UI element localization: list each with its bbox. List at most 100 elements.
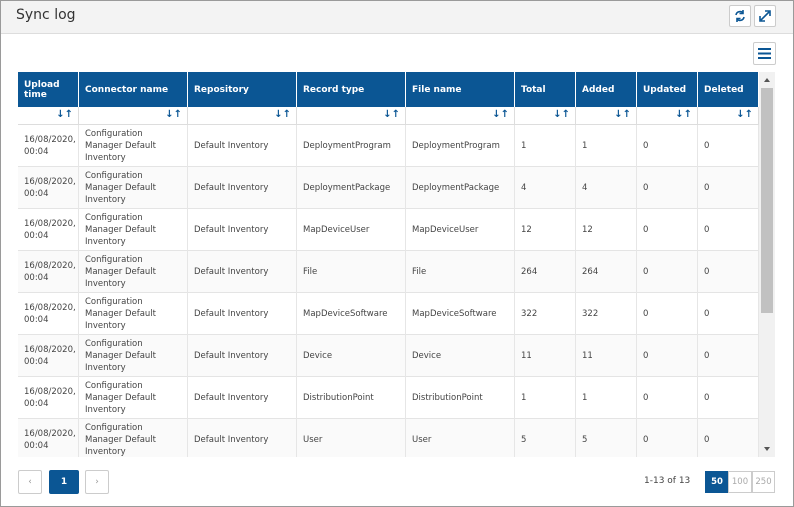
cell-text: 0 bbox=[704, 309, 710, 319]
table-cell: 0 bbox=[698, 251, 759, 293]
page-size-button[interactable]: 100 bbox=[728, 471, 752, 493]
page-size-button[interactable]: 250 bbox=[752, 471, 775, 493]
expand-icon bbox=[759, 10, 771, 22]
column-filter[interactable]: ↓↑ bbox=[79, 107, 188, 125]
cell-text: 0 bbox=[704, 435, 710, 445]
table-cell: 11 bbox=[576, 335, 637, 377]
table-row[interactable]: 16/08/2020, 00:04 Configuration Manager D… bbox=[18, 419, 759, 457]
table-cell: 0 bbox=[698, 293, 759, 335]
scrollbar[interactable] bbox=[759, 72, 775, 457]
expand-button[interactable] bbox=[754, 5, 776, 27]
table-cell: Configuration Manager Default Inventory bbox=[79, 293, 188, 335]
table-cell: Default Inventory bbox=[188, 335, 297, 377]
table-cell: MapDeviceUser bbox=[406, 209, 515, 251]
table-row[interactable]: 16/08/2020, 00:04 Configuration Manager D… bbox=[18, 377, 759, 419]
table-cell: 0 bbox=[698, 335, 759, 377]
cell-text: 322 bbox=[582, 309, 599, 319]
table-row[interactable]: 16/08/2020, 00:04 Configuration Manager D… bbox=[18, 251, 759, 293]
table-cell: File bbox=[297, 251, 406, 293]
column-header[interactable]: Connector name bbox=[79, 72, 188, 107]
next-page-button[interactable]: › bbox=[85, 470, 109, 494]
column-header[interactable]: Record type bbox=[297, 72, 406, 107]
cell-text: 0 bbox=[643, 183, 649, 193]
table-cell: 0 bbox=[637, 377, 698, 419]
table-row[interactable]: 16/08/2020, 00:04 Configuration Manager D… bbox=[18, 209, 759, 251]
table-cell: Configuration Manager Default Inventory bbox=[79, 335, 188, 377]
cell-text: 0 bbox=[643, 225, 649, 235]
page-summary: 1-13 of 13 bbox=[644, 476, 691, 486]
table-cell: 0 bbox=[637, 293, 698, 335]
column-filter[interactable]: ↓↑ bbox=[18, 107, 79, 125]
sort-icon[interactable]: ↓↑ bbox=[614, 109, 631, 120]
cell-text: 1 bbox=[521, 393, 527, 403]
sort-icon[interactable]: ↓↑ bbox=[383, 109, 400, 120]
page-button[interactable]: 1 bbox=[49, 470, 79, 494]
cell-text: 0 bbox=[643, 435, 649, 445]
column-header[interactable]: Repository bbox=[188, 72, 297, 107]
cell-text: 1 bbox=[521, 141, 527, 151]
column-filter[interactable]: ↓↑ bbox=[637, 107, 698, 125]
column-header[interactable]: Total bbox=[515, 72, 576, 107]
column-header[interactable]: Added bbox=[576, 72, 637, 107]
table-cell: 5 bbox=[576, 419, 637, 457]
table-cell: 16/08/2020, 00:04 bbox=[18, 377, 79, 419]
page-size-button[interactable]: 50 bbox=[705, 471, 729, 493]
column-filter[interactable]: ↓↑ bbox=[188, 107, 297, 125]
cell-text: 16/08/2020, 00:04 bbox=[24, 303, 76, 325]
column-menu-button[interactable] bbox=[753, 42, 776, 65]
cell-text: 0 bbox=[643, 309, 649, 319]
table-row[interactable]: 16/08/2020, 00:04 Configuration Manager D… bbox=[18, 125, 759, 167]
cell-text: 11 bbox=[521, 351, 532, 361]
sort-icon[interactable]: ↓↑ bbox=[553, 109, 570, 120]
cell-text: 0 bbox=[704, 225, 710, 235]
cell-text: Default Inventory bbox=[194, 309, 269, 319]
sort-icon[interactable]: ↓↑ bbox=[492, 109, 509, 120]
cell-text: 0 bbox=[704, 183, 710, 193]
cell-text: MapDeviceSoftware bbox=[303, 309, 388, 319]
column-filter[interactable]: ↓↑ bbox=[406, 107, 515, 125]
cell-text: 4 bbox=[582, 183, 588, 193]
table-row[interactable]: 16/08/2020, 00:04 Configuration Manager D… bbox=[18, 167, 759, 209]
table-cell: DistributionPoint bbox=[297, 377, 406, 419]
scrollbar-thumb[interactable] bbox=[761, 88, 773, 313]
table-cell: Default Inventory bbox=[188, 125, 297, 167]
column-filter[interactable]: ↓↑ bbox=[576, 107, 637, 125]
column-header[interactable]: Updated bbox=[637, 72, 698, 107]
cell-text: DistributionPoint bbox=[412, 393, 483, 403]
cell-text: 16/08/2020, 00:04 bbox=[24, 261, 76, 283]
table-cell: 12 bbox=[576, 209, 637, 251]
prev-page-button[interactable]: ‹ bbox=[18, 470, 42, 494]
table-cell: 12 bbox=[515, 209, 576, 251]
cell-text: 1 bbox=[582, 141, 588, 151]
table-cell: Configuration Manager Default Inventory bbox=[79, 125, 188, 167]
table-cell: User bbox=[297, 419, 406, 457]
column-header[interactable]: Deleted bbox=[698, 72, 759, 107]
table-cell: 11 bbox=[515, 335, 576, 377]
column-filter[interactable]: ↓↑ bbox=[297, 107, 406, 125]
cell-text: Configuration Manager Default Inventory bbox=[85, 339, 157, 373]
table-cell: MapDeviceSoftware bbox=[297, 293, 406, 335]
table-cell: Device bbox=[406, 335, 515, 377]
sort-icon[interactable]: ↓↑ bbox=[736, 109, 753, 120]
menu-icon bbox=[758, 48, 771, 59]
cell-text: Device bbox=[412, 351, 442, 361]
column-header[interactable]: File name bbox=[406, 72, 515, 107]
table-cell: 0 bbox=[637, 125, 698, 167]
table-row[interactable]: 16/08/2020, 00:04 Configuration Manager D… bbox=[18, 335, 759, 377]
cell-text: Configuration Manager Default Inventory bbox=[85, 171, 157, 205]
refresh-button[interactable] bbox=[729, 5, 751, 27]
sort-icon[interactable]: ↓↑ bbox=[56, 109, 73, 120]
sort-icon[interactable]: ↓↑ bbox=[165, 109, 182, 120]
sort-icon[interactable]: ↓↑ bbox=[675, 109, 692, 120]
column-filter[interactable]: ↓↑ bbox=[698, 107, 759, 125]
sort-icon[interactable]: ↓↑ bbox=[274, 109, 291, 120]
cell-text: 16/08/2020, 00:04 bbox=[24, 387, 76, 409]
table-row[interactable]: 16/08/2020, 00:04 Configuration Manager D… bbox=[18, 293, 759, 335]
table-cell: 322 bbox=[515, 293, 576, 335]
column-header[interactable]: Upload time bbox=[18, 72, 79, 107]
refresh-icon bbox=[735, 10, 745, 22]
column-filter[interactable]: ↓↑ bbox=[515, 107, 576, 125]
table-cell: Default Inventory bbox=[188, 251, 297, 293]
table-cell: File bbox=[406, 251, 515, 293]
